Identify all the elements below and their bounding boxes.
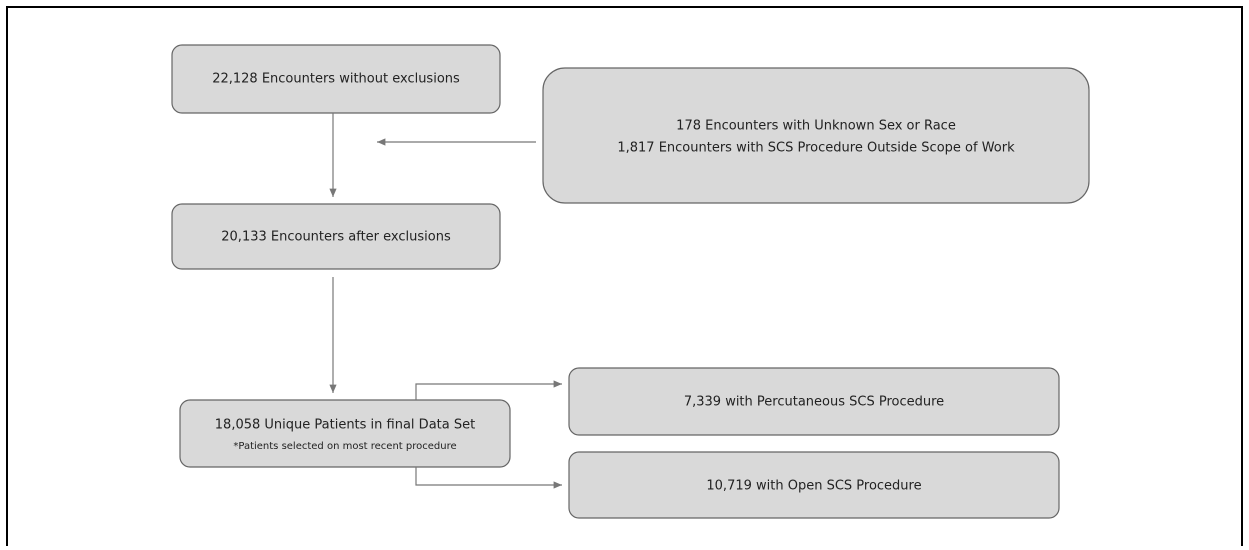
node bbox=[179, 399, 511, 468]
node-label: 20,133 Encounters after exclusions bbox=[221, 230, 451, 245]
node-label: 10,719 with Open SCS Procedure bbox=[706, 479, 921, 494]
node bbox=[542, 67, 1090, 204]
node-label: 18,058 Unique Patients in final Data Set bbox=[215, 418, 475, 433]
node-label: 7,339 with Percutaneous SCS Procedure bbox=[684, 395, 944, 410]
node-note: *Patients selected on most recent proced… bbox=[233, 441, 456, 452]
connectors bbox=[329, 113, 562, 489]
node-label: 22,128 Encounters without exclusions bbox=[212, 72, 460, 87]
node bbox=[568, 451, 1060, 519]
node bbox=[568, 367, 1060, 436]
node-label: 178 Encounters with Unknown Sex or Race bbox=[676, 119, 956, 134]
node bbox=[171, 44, 501, 114]
node bbox=[171, 203, 501, 270]
frame bbox=[6, 6, 1243, 550]
node-label: 1,817 Encounters with SCS Procedure Outs… bbox=[617, 141, 1015, 156]
